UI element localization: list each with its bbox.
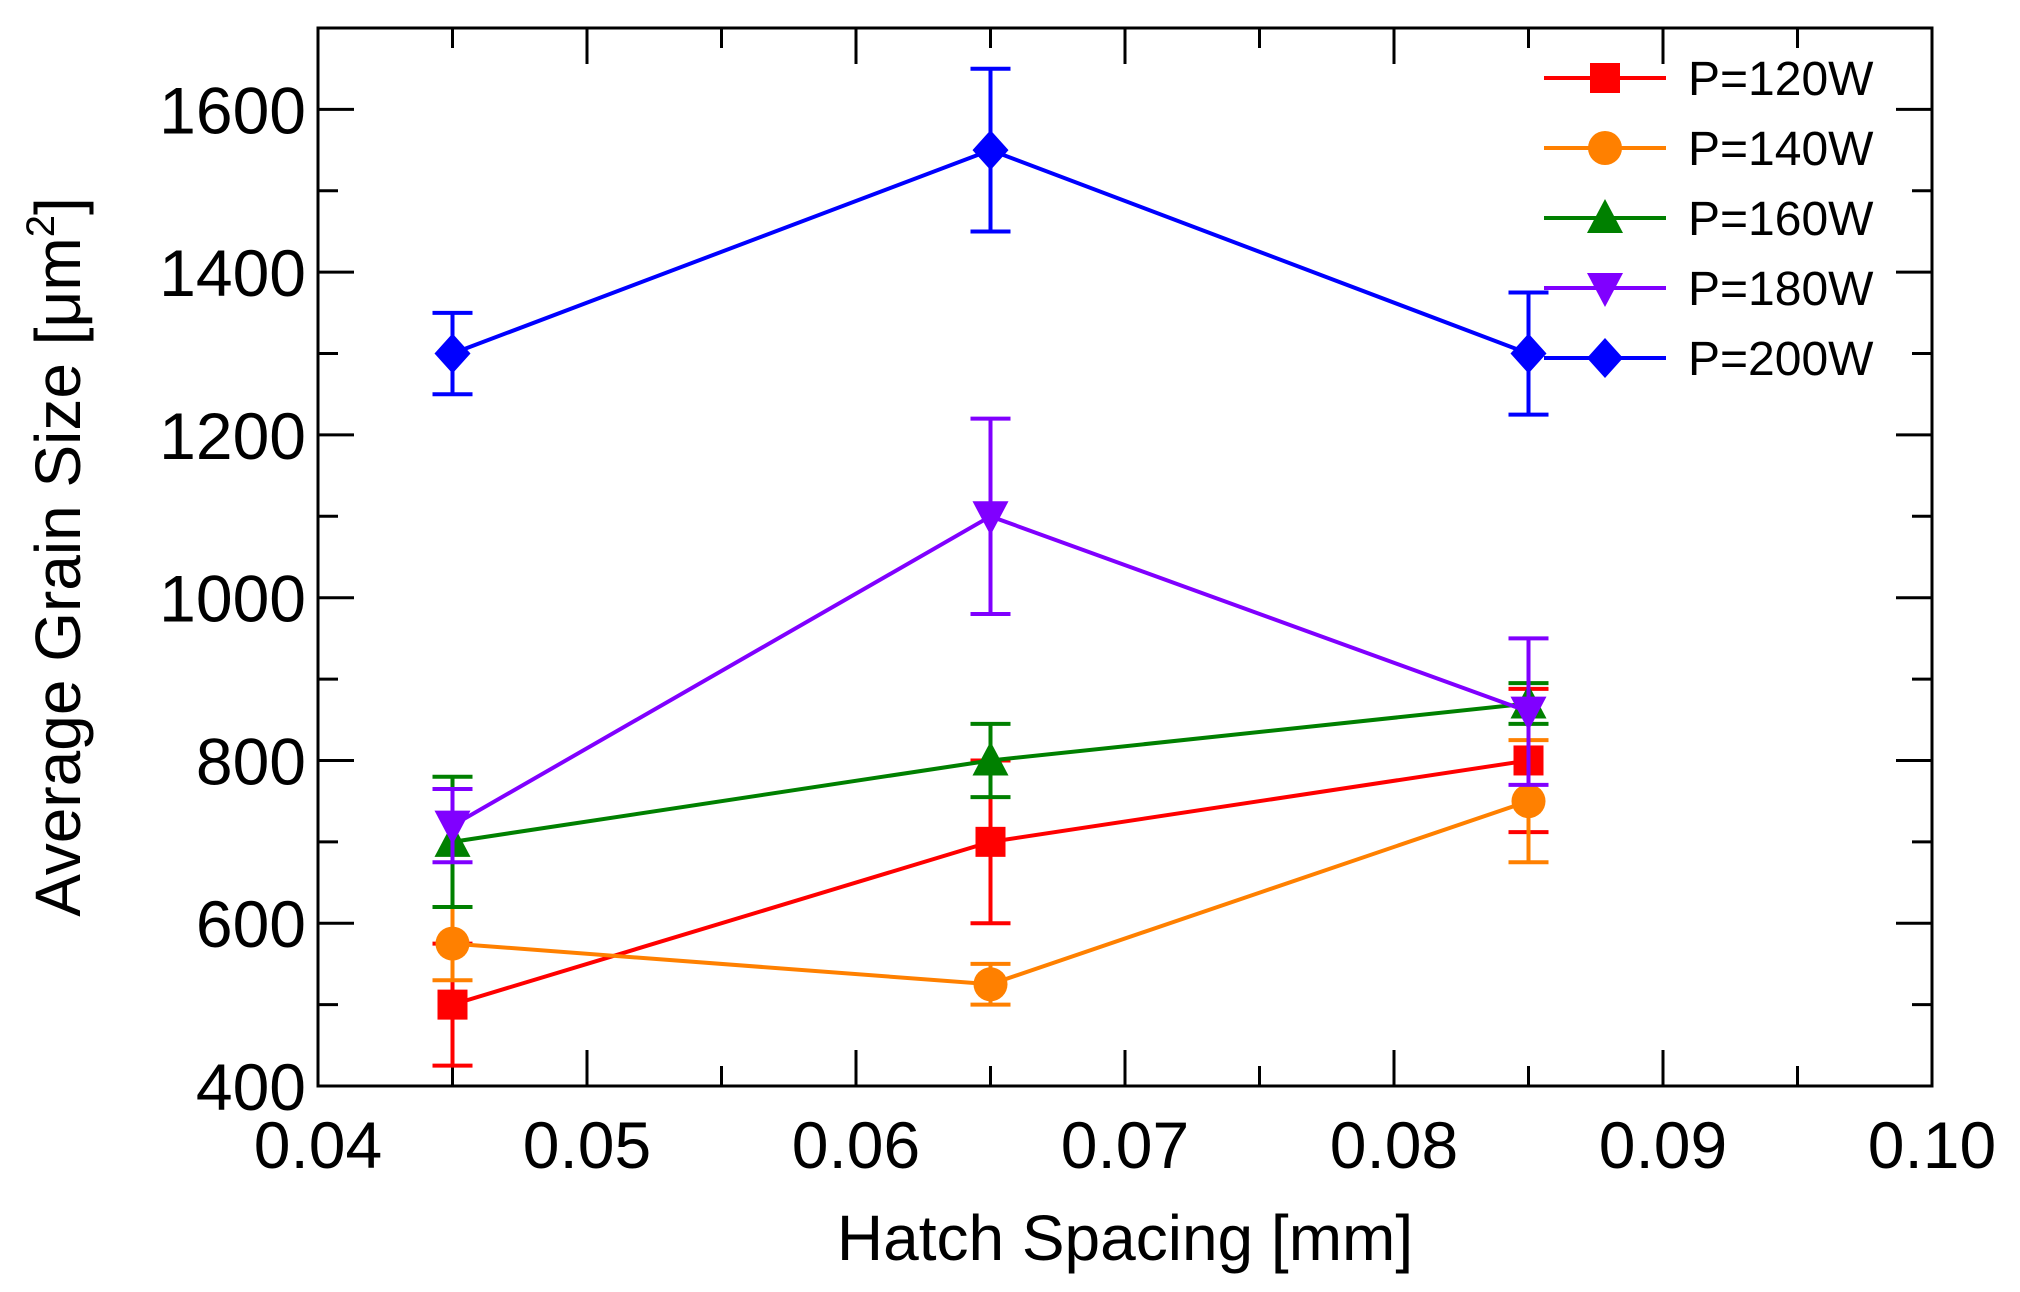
plot-frame xyxy=(316,26,1934,1088)
data-point xyxy=(1511,784,1546,819)
data-point xyxy=(434,333,471,374)
series-layer xyxy=(432,66,1549,1068)
y-tick-label: 1200 xyxy=(159,399,306,473)
y-tick-label: 600 xyxy=(196,887,306,961)
y-tick-label: 1600 xyxy=(159,73,306,147)
tick-layer: 0.04 0.05 0.06 0.07 0.08 0.09 0.10 400 600 800 100… xyxy=(159,28,1996,1182)
data-point xyxy=(972,501,1009,536)
legend-label: P=140W xyxy=(1688,123,1874,176)
data-point xyxy=(972,130,1009,171)
legend: P=120W P=140W P=160W P=180W P=200W xyxy=(1544,53,1874,386)
y-tick-label: 800 xyxy=(196,724,306,798)
y-tick-label: 1400 xyxy=(159,236,306,310)
legend-label: P=200W xyxy=(1688,333,1874,386)
y-tick-label: 400 xyxy=(196,1050,306,1124)
legend-marker xyxy=(1590,63,1620,93)
data-point xyxy=(1510,696,1547,731)
x-tick-label: 0.04 xyxy=(254,1108,382,1182)
legend-entry: P=180W xyxy=(1544,263,1874,316)
legend-entry: P=140W xyxy=(1544,123,1874,176)
data-point xyxy=(1510,333,1547,374)
data-point xyxy=(975,826,1006,857)
y-tick-label: 1000 xyxy=(159,562,306,636)
legend-marker xyxy=(1587,273,1623,307)
x-tick-label: 0.09 xyxy=(1599,1108,1727,1182)
legend-label: P=120W xyxy=(1688,53,1874,106)
data-point xyxy=(435,926,470,961)
data-point xyxy=(437,989,468,1020)
data-point xyxy=(973,967,1008,1002)
legend-marker xyxy=(1588,131,1622,165)
y-axis-title: Average Grain Size [μm2] xyxy=(19,197,94,917)
x-tick-label: 0.08 xyxy=(1330,1108,1458,1182)
data-point xyxy=(972,741,1009,776)
legend-marker xyxy=(1587,338,1623,378)
data-point xyxy=(434,810,471,845)
legend-marker xyxy=(1587,199,1623,233)
legend-label: P=160W xyxy=(1688,193,1874,246)
x-axis-title: Hatch Spacing [mm] xyxy=(837,1202,1413,1274)
x-tick-label: 0.06 xyxy=(792,1108,920,1182)
y-axis-title-suffix: ] xyxy=(22,197,94,215)
y-axis-title-main: Average Grain Size [μm xyxy=(22,237,94,917)
legend-label: P=180W xyxy=(1688,263,1874,316)
legend-entry: P=200W xyxy=(1544,333,1874,386)
x-tick-label: 0.07 xyxy=(1061,1108,1189,1182)
x-tick-label: 0.05 xyxy=(523,1108,651,1182)
legend-entry: P=120W xyxy=(1544,53,1874,106)
y-axis-title-superscript: 2 xyxy=(19,215,63,237)
x-tick-label: 0.10 xyxy=(1868,1108,1996,1182)
series-p-200w xyxy=(432,66,1549,417)
series-p-180w xyxy=(432,416,1549,865)
series-p-140w xyxy=(432,738,1549,1007)
legend-entry: P=160W xyxy=(1544,193,1874,246)
